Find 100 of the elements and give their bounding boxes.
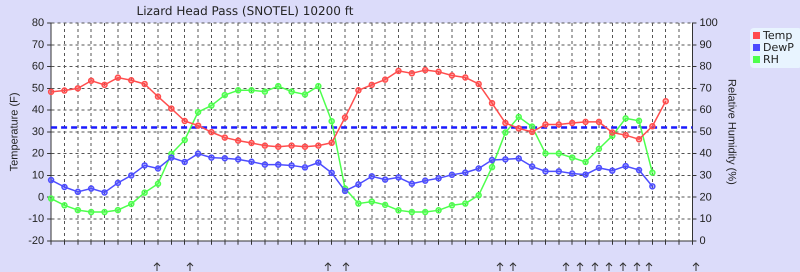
point — [234, 137, 242, 144]
point — [502, 120, 509, 126]
point — [154, 93, 162, 100]
point — [422, 208, 428, 216]
point — [422, 66, 428, 74]
point — [315, 159, 322, 166]
legend-label: RH — [762, 53, 780, 66]
y2-tick-label: 70 — [699, 82, 712, 94]
point — [101, 82, 108, 88]
point — [222, 155, 228, 162]
point — [141, 80, 148, 88]
y-tick-label: 0 — [38, 191, 44, 204]
point — [288, 88, 295, 95]
point — [48, 88, 54, 96]
y-tick-label: 20 — [32, 148, 44, 160]
point — [315, 142, 322, 149]
point — [114, 180, 122, 186]
point — [582, 118, 589, 126]
point — [502, 129, 509, 136]
point — [516, 114, 522, 120]
point — [154, 165, 162, 172]
point — [556, 168, 562, 175]
point — [328, 140, 335, 146]
y2-axis-title: Relative Humidity (%) — [725, 79, 738, 185]
point — [274, 82, 282, 90]
point — [636, 118, 642, 124]
point — [74, 85, 82, 92]
point — [596, 164, 602, 172]
y2-tick-label: 30 — [699, 169, 712, 182]
point — [368, 198, 376, 205]
point — [355, 87, 362, 94]
point — [288, 142, 295, 149]
point — [662, 98, 669, 104]
point — [128, 200, 135, 208]
point — [542, 150, 549, 157]
y2-tick-label: 20 — [699, 191, 712, 204]
y-tick-label: -10 — [28, 213, 44, 226]
y2-tick-label: 50 — [699, 126, 712, 138]
point — [48, 176, 54, 184]
point — [542, 121, 549, 128]
point — [622, 132, 629, 138]
point — [502, 156, 509, 163]
point — [408, 70, 416, 77]
y2-tick-label: 80 — [699, 60, 712, 73]
point — [302, 91, 308, 98]
point — [395, 68, 402, 74]
point — [516, 125, 522, 132]
point — [61, 202, 68, 209]
point — [382, 76, 388, 83]
point — [181, 136, 188, 144]
point — [61, 87, 68, 94]
point — [622, 162, 629, 170]
point — [262, 142, 268, 149]
point — [448, 202, 456, 209]
point — [596, 118, 602, 126]
point — [582, 158, 589, 166]
point — [368, 82, 376, 88]
point — [248, 140, 255, 146]
point — [609, 129, 616, 136]
y2-tick-label: 40 — [699, 148, 712, 160]
point — [234, 87, 242, 94]
point — [568, 154, 576, 161]
y2-tick-label: 10 — [699, 213, 712, 226]
point — [368, 173, 376, 180]
point — [248, 158, 255, 165]
y2-tick-label: 90 — [699, 38, 712, 51]
point — [74, 206, 82, 214]
point — [488, 100, 496, 106]
point — [355, 200, 362, 207]
point — [262, 88, 268, 95]
point — [488, 164, 496, 170]
point — [88, 77, 94, 84]
point — [395, 174, 402, 181]
y-tick-label: 70 — [32, 38, 44, 51]
point — [302, 143, 308, 150]
point — [328, 118, 335, 124]
point — [475, 165, 482, 172]
point — [582, 171, 589, 178]
y-tick-label: -20 — [28, 234, 44, 247]
point — [141, 189, 148, 196]
point — [74, 188, 82, 196]
point — [435, 207, 442, 214]
point — [194, 108, 202, 116]
point — [435, 68, 442, 76]
y-tick-label: 60 — [32, 60, 44, 73]
point — [208, 128, 215, 136]
y-axis-title: Temperature (F) — [8, 92, 21, 172]
point — [342, 114, 348, 121]
point — [302, 164, 308, 171]
point — [622, 115, 629, 122]
point — [516, 155, 522, 162]
point — [194, 122, 202, 129]
point — [248, 87, 255, 94]
point — [141, 162, 148, 169]
y2-tick-label: 60 — [699, 104, 712, 116]
point — [222, 92, 228, 98]
point — [435, 175, 442, 182]
point — [274, 143, 282, 150]
point — [568, 170, 576, 177]
point — [462, 74, 469, 81]
